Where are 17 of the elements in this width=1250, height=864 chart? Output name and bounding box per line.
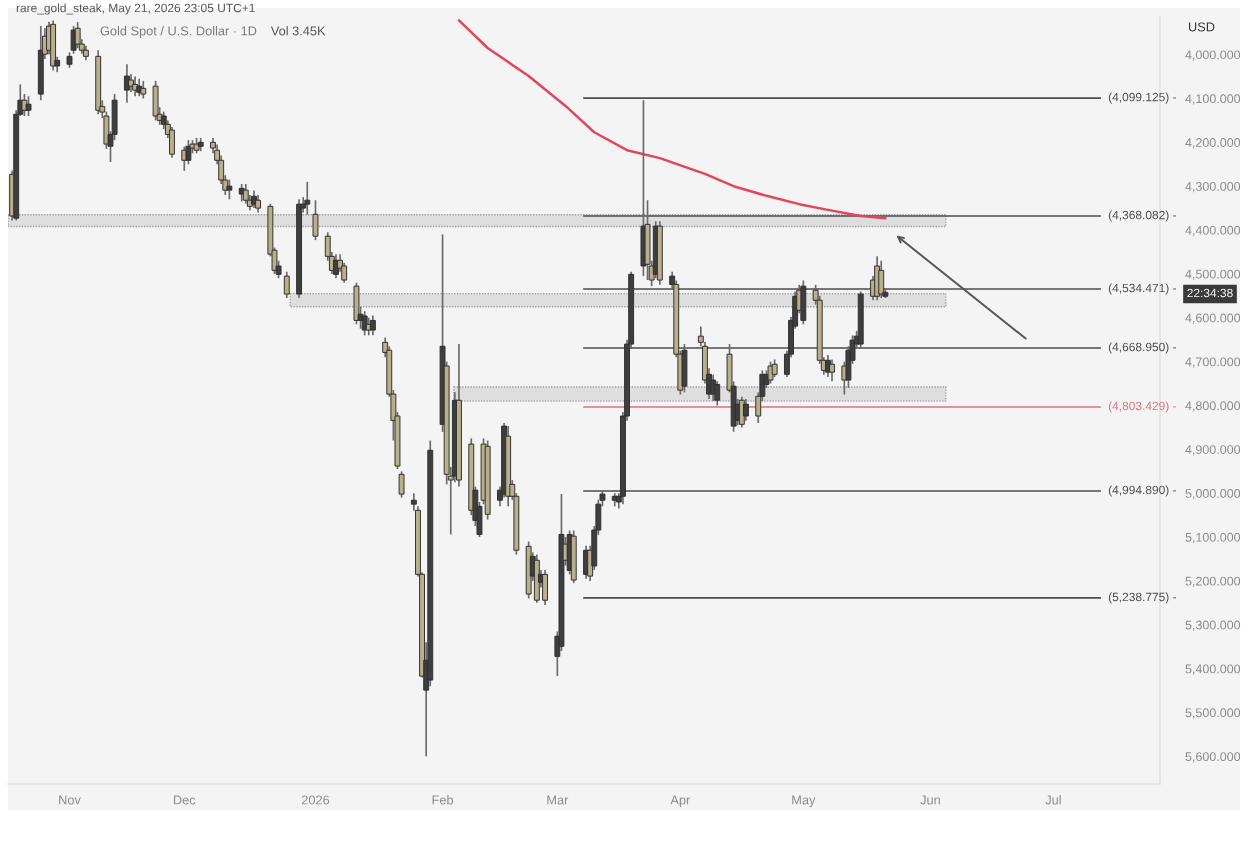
candlestick <box>742 398 749 422</box>
candlestick <box>800 279 807 326</box>
candlestick <box>714 380 721 407</box>
candlestick <box>341 262 348 284</box>
candlestick <box>312 199 319 241</box>
candlestick <box>152 80 159 122</box>
candlestick <box>25 95 32 117</box>
candlestick <box>398 470 405 499</box>
candlestick <box>353 281 360 326</box>
candlestick <box>169 126 175 159</box>
candlestick <box>37 25 44 102</box>
candlestick <box>829 358 835 383</box>
candlestick <box>570 529 577 584</box>
candlestick <box>283 270 290 299</box>
line-series <box>457 19 887 220</box>
candlestick <box>74 21 81 49</box>
candlestick <box>226 178 233 201</box>
